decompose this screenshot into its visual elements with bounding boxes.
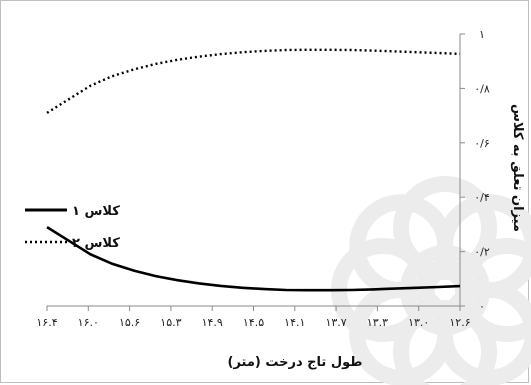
legend-label-1: کلاس ۱ [72,204,120,219]
y-tick-label: ۰/۲ [474,246,490,259]
series-layer [46,48,461,292]
x-tick-label: ۱۳.۷ [325,316,346,329]
x-tick-label: ۱۳.۰ [408,316,429,329]
legend-label-2: کلاس ۲ [72,236,120,251]
watermark-ornament [331,176,531,385]
y-axis-label: میزان تعلق به کلاس [510,104,525,232]
series-line-1 [46,225,461,292]
x-tick-label: ۱۶.۰ [78,316,99,329]
axes: ۱۶.۴ ۱۶.۰ ۱۵.۶ ۱۵.۳ ۱۴.۹ ۱۴.۵ ۱۴.۱ ۱۳.۷ ۱۳.۳ ۱۳.۰… [36,28,489,329]
x-tick-label: ۱۴.۹ [202,316,223,329]
y-tick-label: ۰/۶ [474,137,490,150]
x-tick-label: ۱۵.۳ [160,316,181,329]
y-tick-label: ۰/۴ [474,191,490,204]
legend: کلاس ۱ کلاس ۲ [25,204,120,251]
watermark-center [400,245,490,335]
y-tick-label: ۰ [479,300,485,313]
x-tick-label: ۱۵.۶ [119,316,140,329]
x-tick-label: ۱۴.۱ [284,316,305,329]
y-tick-label: ۰/۸ [474,82,490,95]
x-tick-label: ۱۶.۴ [36,316,57,329]
y-tick-label: ۱ [479,28,485,41]
x-tick-label: ۱۲.۶ [449,316,470,329]
x-tick-label: ۱۴.۵ [243,316,264,329]
x-tick-label: ۱۳.۳ [367,316,388,329]
x-axis-label: طول تاج درخت (متر) [228,355,363,370]
series-line-2 [46,48,461,114]
